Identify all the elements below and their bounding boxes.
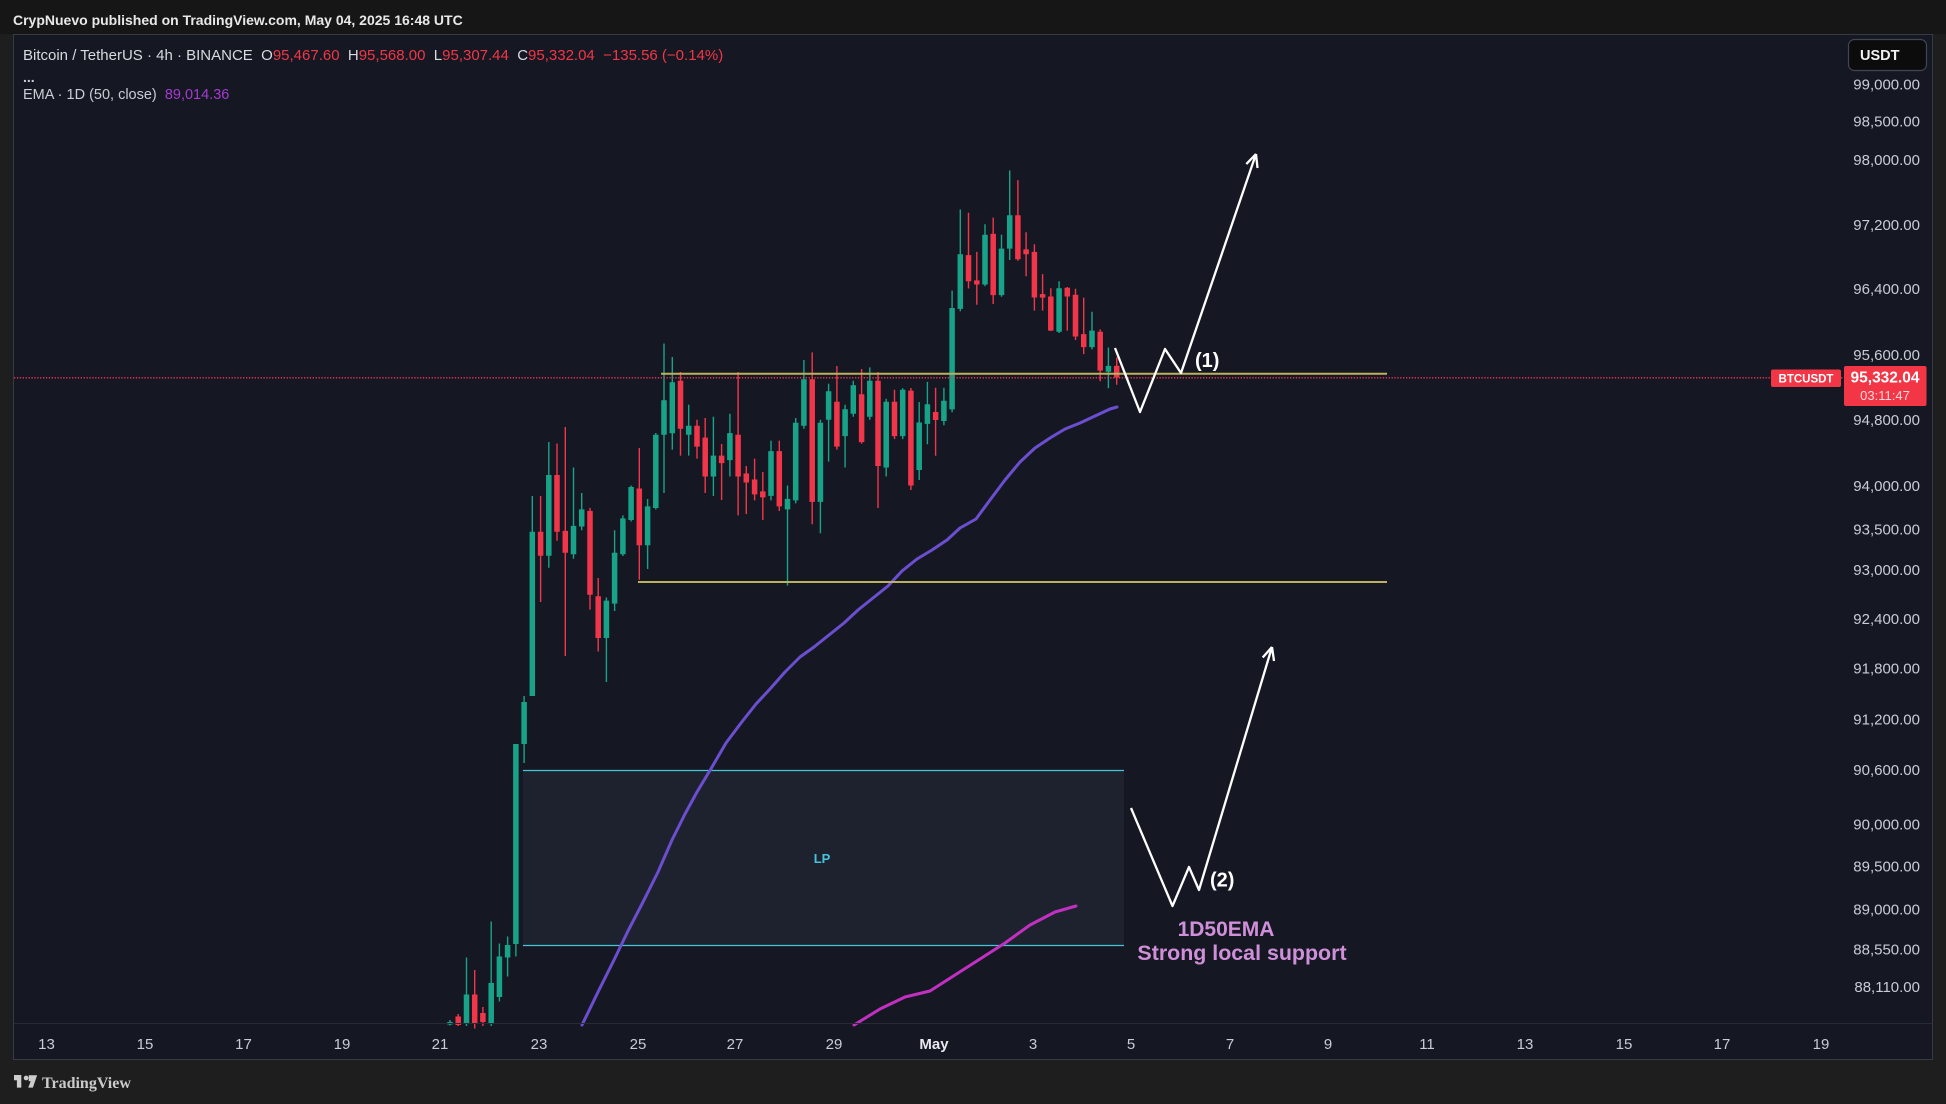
svg-text:3: 3 xyxy=(1029,1036,1037,1053)
svg-text:13: 13 xyxy=(1517,1036,1534,1053)
svg-text:USDT: USDT xyxy=(1860,48,1900,64)
svg-text:7: 7 xyxy=(1226,1036,1234,1053)
svg-text:Strong local support: Strong local support xyxy=(1137,941,1346,965)
svg-text:88,110.00: 88,110.00 xyxy=(1854,979,1920,996)
svg-text:May: May xyxy=(919,1036,949,1053)
svg-text:97,200.00: 97,200.00 xyxy=(1853,217,1920,234)
svg-text:9: 9 xyxy=(1324,1036,1332,1053)
svg-text:93,500.00: 93,500.00 xyxy=(1853,521,1920,538)
svg-text:29: 29 xyxy=(826,1036,843,1053)
svg-text:96,400.00: 96,400.00 xyxy=(1853,281,1920,298)
svg-text:21: 21 xyxy=(432,1036,449,1053)
svg-text:98,000.00: 98,000.00 xyxy=(1853,152,1920,169)
svg-text:BTCUSDT: BTCUSDT xyxy=(1779,374,1834,386)
svg-text:19: 19 xyxy=(334,1036,351,1053)
svg-text:95,600.00: 95,600.00 xyxy=(1853,347,1920,364)
svg-text:...: ... xyxy=(23,69,35,85)
svg-text:94,000.00: 94,000.00 xyxy=(1853,478,1920,495)
svg-text:90,600.00: 90,600.00 xyxy=(1853,762,1920,779)
svg-text:94,800.00: 94,800.00 xyxy=(1853,412,1920,429)
svg-text:17: 17 xyxy=(235,1036,252,1053)
svg-text:1D50EMA: 1D50EMA xyxy=(1178,918,1275,941)
svg-text:(1): (1) xyxy=(1195,350,1219,372)
svg-text:25: 25 xyxy=(630,1036,647,1053)
svg-text:23: 23 xyxy=(531,1036,548,1053)
svg-text:11: 11 xyxy=(1419,1036,1435,1053)
svg-text:03:11:47: 03:11:47 xyxy=(1860,388,1910,403)
svg-text:98,500.00: 98,500.00 xyxy=(1853,113,1920,130)
svg-text:15: 15 xyxy=(137,1036,154,1053)
svg-text:TradingView: TradingView xyxy=(42,1075,131,1092)
svg-text:92,400.00: 92,400.00 xyxy=(1853,611,1920,628)
svg-text:95,332.04: 95,332.04 xyxy=(1851,370,1920,387)
svg-text:17: 17 xyxy=(1714,1036,1731,1053)
svg-text:93,000.00: 93,000.00 xyxy=(1853,562,1920,579)
svg-text:5: 5 xyxy=(1127,1036,1135,1053)
svg-text:89,000.00: 89,000.00 xyxy=(1853,901,1920,918)
svg-text:LP: LP xyxy=(814,851,831,866)
svg-text:CrypNuevo published on Trading: CrypNuevo published on TradingView.com, … xyxy=(13,12,463,28)
svg-text:88,550.00: 88,550.00 xyxy=(1853,941,1920,958)
svg-text:15: 15 xyxy=(1616,1036,1633,1053)
svg-text:89,500.00: 89,500.00 xyxy=(1853,858,1920,875)
svg-text:Bitcoin / TetherUS · 4h · BINA: Bitcoin / TetherUS · 4h · BINANCE O95,46… xyxy=(23,47,723,64)
svg-text:13: 13 xyxy=(38,1036,55,1053)
svg-text:91,800.00: 91,800.00 xyxy=(1853,660,1920,677)
svg-text:99,000.00: 99,000.00 xyxy=(1853,76,1920,93)
svg-text:91,200.00: 91,200.00 xyxy=(1853,711,1920,728)
svg-text:27: 27 xyxy=(727,1036,744,1053)
svg-text:EMA · 1D (50, close) 89,014.3: EMA · 1D (50, close) 89,014.36 xyxy=(23,87,229,103)
svg-text:90,000.00: 90,000.00 xyxy=(1853,816,1920,833)
svg-text:19: 19 xyxy=(1813,1036,1830,1053)
svg-text:(2): (2) xyxy=(1210,870,1234,892)
